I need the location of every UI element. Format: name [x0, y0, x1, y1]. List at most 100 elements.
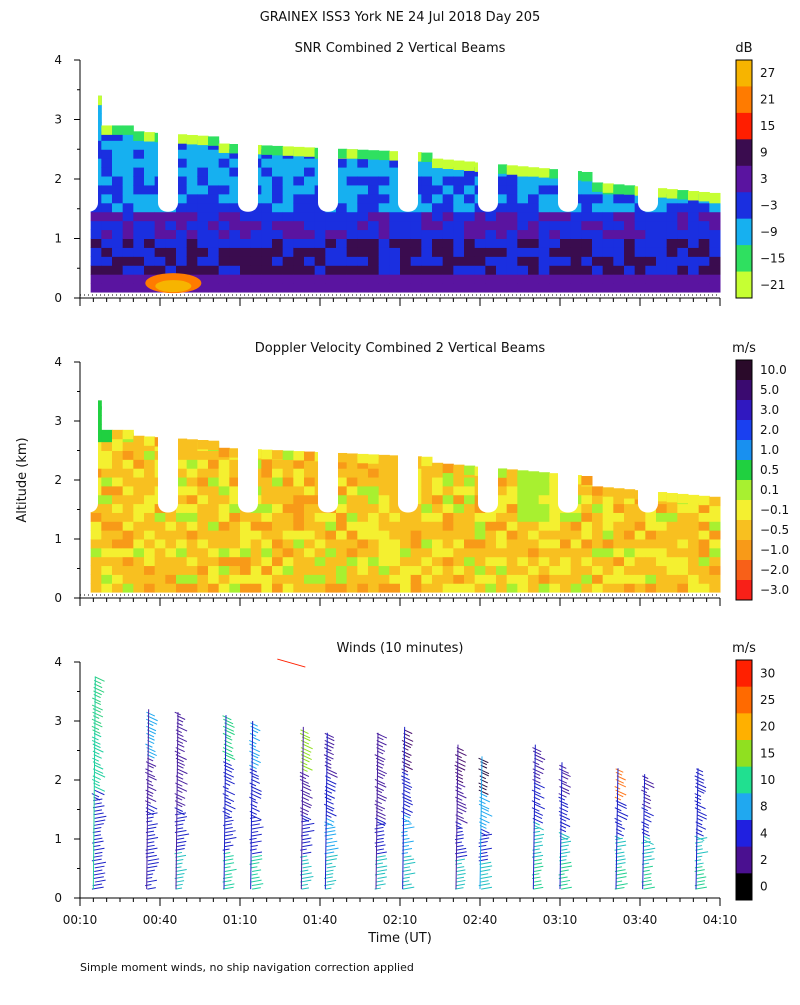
doppler-cell: [581, 494, 593, 505]
doppler-cell: [314, 583, 326, 593]
colorbar-label: −1.0: [760, 543, 789, 557]
snr-cell: [229, 193, 241, 204]
wind-barb: [300, 800, 312, 806]
doppler-cell: [314, 521, 326, 531]
doppler-cell: [240, 547, 252, 558]
snr-cell: [464, 176, 476, 186]
wind-barb: [222, 848, 230, 851]
snr-cell: [208, 238, 220, 248]
wind-barb: [224, 841, 231, 844]
doppler-cell: [261, 449, 273, 460]
snr-cell: [549, 283, 561, 293]
snr-cell: [624, 220, 636, 231]
snr-cell: [101, 131, 113, 141]
snr-cell: [336, 283, 348, 293]
doppler-cell: [218, 539, 230, 549]
snr-cell: [122, 283, 134, 293]
doppler-cell: [709, 583, 721, 593]
doppler-cell: [229, 539, 241, 549]
doppler-cell: [581, 503, 593, 513]
doppler-cell: [261, 547, 273, 558]
wind-barb: [302, 829, 315, 834]
doppler-cell: [496, 503, 508, 513]
snr-cell: [517, 256, 529, 266]
wind-barb: [558, 800, 568, 806]
snr-cell: [602, 238, 614, 248]
doppler-cell: [528, 530, 540, 540]
snr-cell: [293, 220, 305, 231]
snr-cell: [474, 247, 486, 257]
y-tick-label: 0: [54, 291, 62, 305]
snr-cell: [122, 229, 134, 239]
wind-profile-shaft: [324, 732, 328, 890]
doppler-cell: [506, 583, 518, 593]
doppler-cell: [442, 583, 454, 593]
snr-cell: [453, 167, 465, 177]
doppler-cell: [464, 547, 476, 558]
snr-cell: [357, 247, 369, 257]
snr-cell: [709, 220, 721, 231]
wind-barb: [326, 840, 338, 844]
colorbar-label: 10: [760, 773, 775, 787]
wind-profile-shaft: [300, 726, 304, 890]
wind-barb: [222, 732, 232, 738]
wind-barb: [250, 823, 260, 826]
wind-barb: [374, 786, 384, 792]
doppler-cell: [421, 477, 433, 487]
doppler-cell: [485, 530, 497, 540]
data-gap: [638, 362, 658, 513]
doppler-cell: [592, 503, 604, 513]
wind-barb: [643, 886, 655, 890]
doppler-cell: [261, 539, 273, 549]
doppler-cell: [314, 547, 326, 558]
snr-cell: [453, 202, 465, 213]
wind-barb: [147, 869, 155, 872]
wind-barb: [92, 711, 104, 718]
doppler-cell: [592, 486, 604, 496]
snr-cell: [112, 220, 124, 231]
doppler-cell: [186, 439, 198, 449]
snr-cell: [560, 274, 572, 284]
wind-barb: [402, 869, 412, 872]
wind-barb: [302, 803, 311, 809]
snr-cell: [666, 220, 678, 231]
snr-cell: [624, 202, 636, 213]
snr-cell: [272, 229, 284, 239]
doppler-cell: [698, 503, 710, 513]
snr-cell: [208, 184, 220, 195]
wind-barb: [91, 778, 100, 784]
wind-barb: [558, 873, 565, 876]
doppler-cell: [581, 574, 593, 584]
doppler-cell: [122, 530, 134, 540]
snr-cell: [357, 158, 369, 168]
snr-cell: [154, 238, 166, 248]
doppler-cell: [176, 468, 188, 478]
wind-barb: [249, 768, 257, 773]
snr-cell: [613, 184, 625, 194]
wind-barb: [456, 810, 463, 815]
colorbar-label: 21: [760, 93, 775, 107]
wind-profile-shaft: [695, 768, 699, 890]
wind-barb: [455, 879, 466, 883]
wind-barb: [402, 876, 410, 880]
snr-cell: [346, 229, 358, 239]
doppler-cell: [442, 503, 454, 513]
doppler-cell: [432, 539, 444, 549]
doppler-cell: [549, 539, 561, 549]
doppler-cell: [560, 565, 572, 575]
snr-cell: [634, 229, 646, 239]
snr-cell: [528, 220, 540, 231]
doppler-cell: [165, 565, 177, 575]
snr-cell: [656, 283, 668, 293]
wind-barb: [326, 810, 337, 817]
snr-cell: [645, 256, 657, 266]
snr-cell: [666, 256, 678, 266]
snr-cell: [229, 176, 241, 186]
colorbar-label: 5.0: [760, 383, 779, 397]
doppler-cell: [442, 477, 454, 487]
wind-barb: [403, 800, 413, 806]
snr-cell: [336, 220, 348, 231]
snr-cell: [432, 211, 444, 222]
wind-barb: [177, 764, 184, 769]
snr-cell: [400, 247, 412, 257]
